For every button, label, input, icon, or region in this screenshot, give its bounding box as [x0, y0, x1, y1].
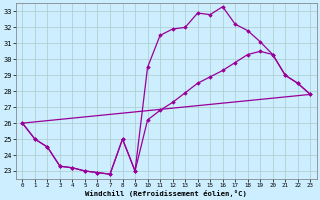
X-axis label: Windchill (Refroidissement éolien,°C): Windchill (Refroidissement éolien,°C): [85, 190, 247, 197]
